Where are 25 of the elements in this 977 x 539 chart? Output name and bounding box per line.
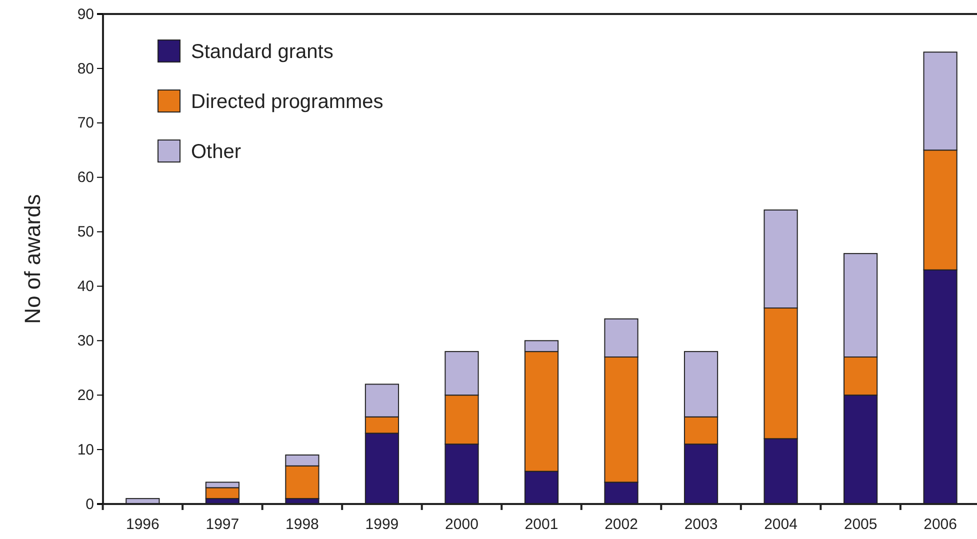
- y-tick-label: 50: [77, 224, 94, 241]
- y-tick-label: 40: [77, 278, 94, 296]
- y-tick-label: 80: [77, 60, 94, 78]
- y-tick-label: 20: [77, 386, 94, 404]
- x-tick-label: 1996: [126, 516, 160, 533]
- y-tick-label: 60: [77, 169, 94, 186]
- x-tick-label: 2003: [684, 516, 718, 533]
- x-tick-label: 2005: [844, 516, 878, 533]
- y-tick-label: 90: [77, 6, 94, 23]
- y-tick-label: 30: [77, 332, 94, 350]
- x-tick-label: 1999: [365, 516, 399, 533]
- y-tick-label: 10: [77, 441, 94, 458]
- x-tick-label: 2001: [524, 516, 558, 533]
- y-tick-label: 70: [77, 114, 94, 132]
- legend-label: Directed programmes: [191, 91, 384, 113]
- y-axis-title: No of awards: [20, 194, 45, 324]
- x-tick-label: 2004: [764, 516, 798, 533]
- x-tick-label: 2002: [604, 516, 638, 533]
- y-tick-label: 0: [86, 496, 94, 513]
- x-tick-label: 2000: [445, 516, 478, 533]
- x-tick-label: 1998: [286, 516, 319, 533]
- x-tick-label: 2006: [924, 516, 958, 533]
- x-tick-label: 1997: [206, 516, 240, 533]
- legend-label: Standard grants: [191, 41, 334, 63]
- legend-label: Other: [191, 141, 242, 163]
